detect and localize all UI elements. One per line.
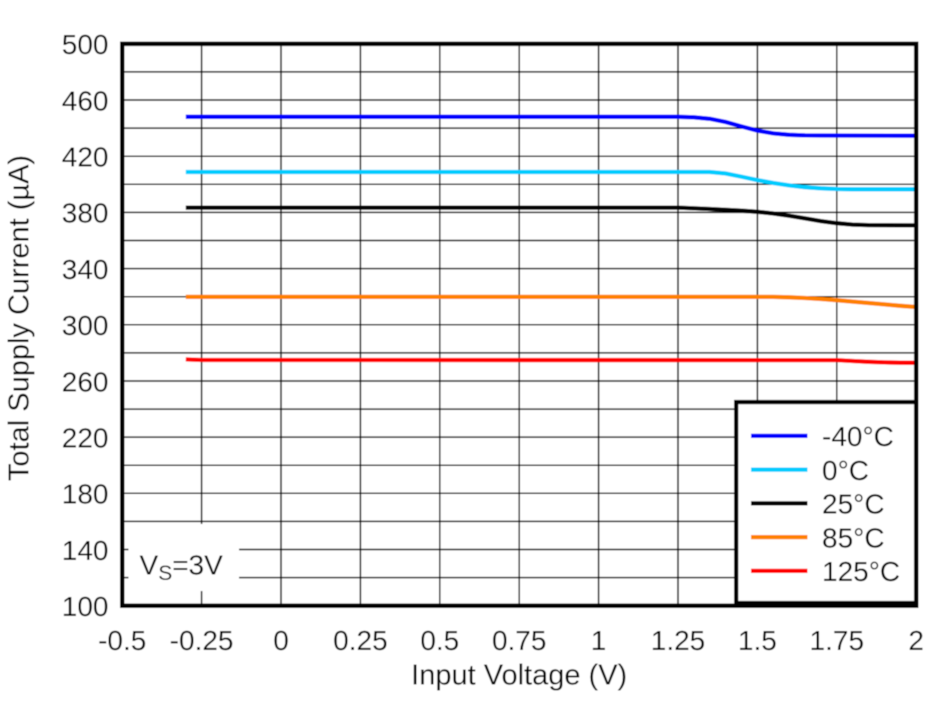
svg-text:420: 420 xyxy=(62,142,109,173)
svg-text:300: 300 xyxy=(62,310,109,341)
svg-text:0: 0 xyxy=(273,625,289,656)
svg-text:460: 460 xyxy=(62,85,109,116)
svg-text:0°C: 0°C xyxy=(822,455,869,486)
svg-text:1.25: 1.25 xyxy=(651,625,706,656)
svg-text:380: 380 xyxy=(62,198,109,229)
svg-text:340: 340 xyxy=(62,254,109,285)
svg-text:25°C: 25°C xyxy=(822,489,885,520)
svg-text:500: 500 xyxy=(62,29,109,60)
svg-text:Total Supply Current (µA): Total Supply Current (µA) xyxy=(4,155,36,481)
svg-text:2: 2 xyxy=(908,625,924,656)
svg-text:0.75: 0.75 xyxy=(492,625,547,656)
svg-text:0.5: 0.5 xyxy=(420,625,459,656)
svg-text:180: 180 xyxy=(62,479,109,510)
svg-text:140: 140 xyxy=(62,535,109,566)
svg-text:Input Voltage (V): Input Voltage (V) xyxy=(411,659,627,691)
svg-text:-0.25: -0.25 xyxy=(170,625,234,656)
svg-text:85°C: 85°C xyxy=(822,522,885,553)
svg-text:-40°C: -40°C xyxy=(822,421,894,452)
svg-text:0.25: 0.25 xyxy=(333,625,388,656)
svg-text:220: 220 xyxy=(62,422,109,453)
svg-text:-0.5: -0.5 xyxy=(98,625,146,656)
svg-text:1: 1 xyxy=(591,625,607,656)
svg-text:VS=3V: VS=3V xyxy=(140,549,224,585)
svg-text:1.75: 1.75 xyxy=(810,625,865,656)
svg-text:125°C: 125°C xyxy=(822,556,900,587)
svg-text:1.5: 1.5 xyxy=(738,625,777,656)
svg-text:260: 260 xyxy=(62,366,109,397)
svg-text:100: 100 xyxy=(62,591,109,622)
